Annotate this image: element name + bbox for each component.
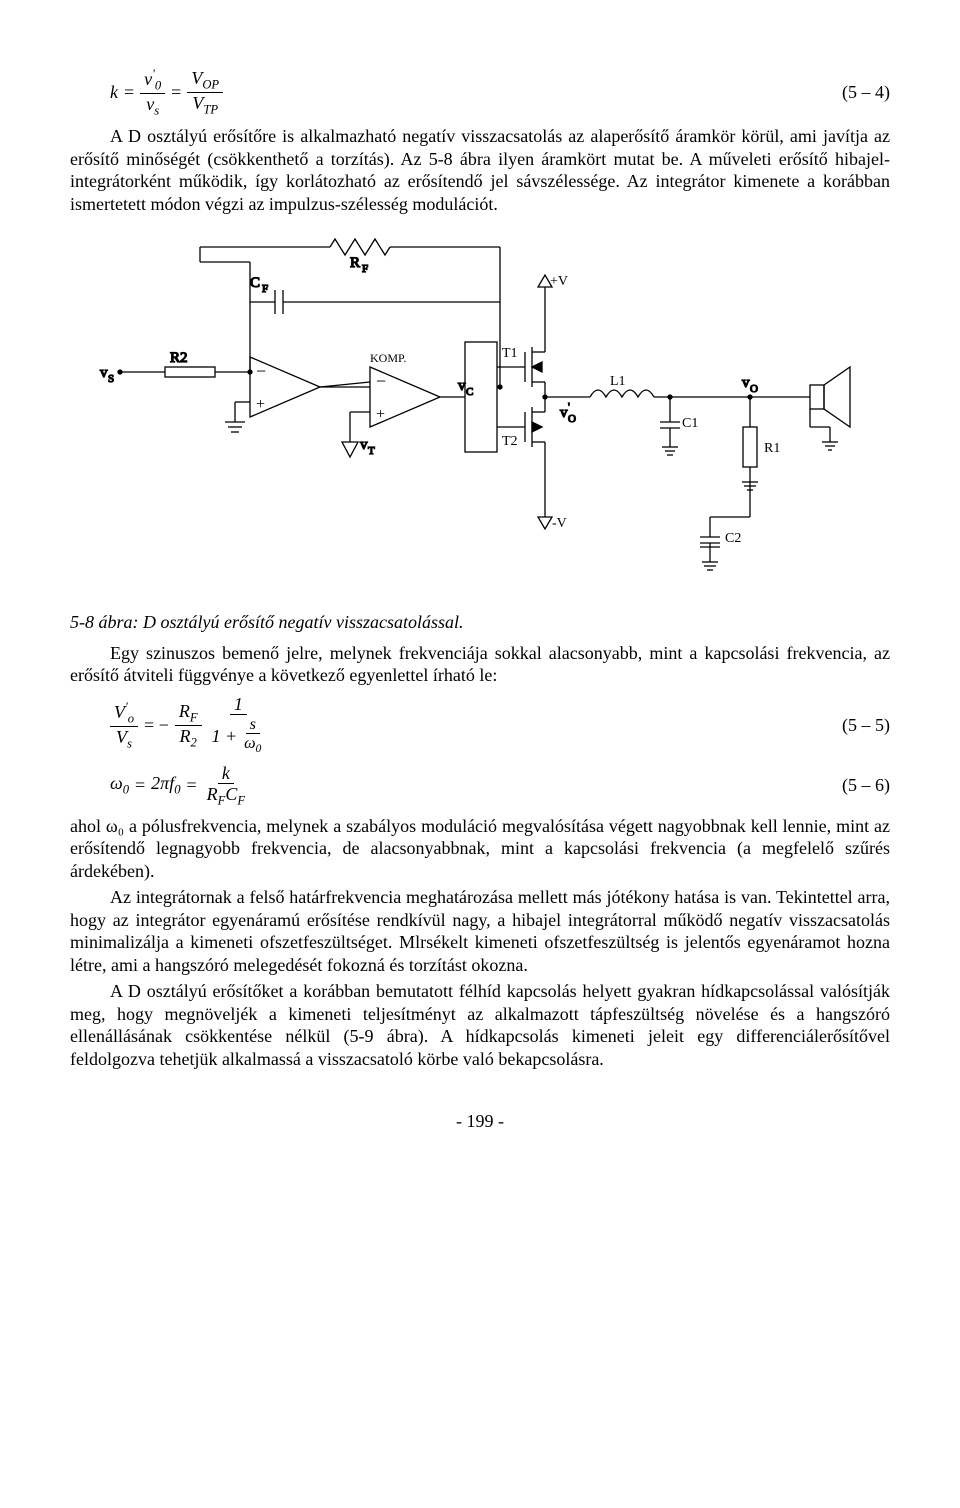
svg-text:O: O [568,413,576,425]
svg-text:': ' [568,402,570,413]
page-number: - 199 - [70,1110,890,1133]
eq54-number: (5 – 4) [842,81,890,104]
svg-text:F: F [262,283,268,295]
svg-text:−: − [256,361,266,381]
eq56-number: (5 – 6) [842,774,890,797]
svg-text:KOMP.: KOMP. [370,351,406,365]
paragraph-2: Egy szinuszos bemenő jelre, melynek frek… [70,642,890,687]
svg-text:v: v [742,375,750,391]
svg-text:R: R [350,255,360,271]
paragraph-5: A D osztályú erősítőket a korábban bemut… [70,980,890,1070]
figure-5-8: v S R2 − + C F [70,227,890,597]
svg-text:v: v [360,437,368,453]
svg-text:F: F [362,263,368,275]
svg-text:+: + [256,396,265,413]
svg-text:v: v [100,365,108,381]
svg-text:T: T [368,445,375,457]
equation-5-6: ω0 = 2πf0 = k RFCF (5 – 6) [70,764,890,807]
svg-text:+: + [376,406,385,423]
svg-text:−: − [376,371,386,391]
eq54-k: k [110,81,118,104]
figure-caption: 5-8 ábra: D osztályú erősítő negatív vis… [70,611,890,634]
svg-text:R2: R2 [170,350,188,366]
eq54-body: k = v'0 vs = VOP VTP [70,68,223,117]
svg-text:C: C [466,386,473,398]
svg-text:R1: R1 [764,441,780,456]
equation-5-4: k = v'0 vs = VOP VTP (5 – 4) [70,68,890,117]
svg-text:S: S [108,373,114,385]
svg-text:O: O [750,383,758,395]
paragraph-3: ahol ω₀ a pólusfrekvencia, melynek a sza… [70,815,890,883]
paragraph-4: Az integrátornak a felső határfrekvencia… [70,886,890,976]
paragraph-1: A D osztályú erősítőre is alkalmazható n… [70,125,890,215]
svg-text:+V: +V [550,274,568,289]
svg-text:C: C [250,275,260,291]
svg-text:-V: -V [552,516,567,531]
svg-text:C1: C1 [682,416,698,431]
svg-text:C2: C2 [725,531,741,546]
svg-text:T2: T2 [502,434,518,449]
equation-5-5: V'o Vs = − RF R2 1 1 + s ω0 (5 – 5) [70,695,890,756]
svg-text:L1: L1 [610,374,626,389]
eq55-number: (5 – 5) [842,714,890,737]
svg-text:v: v [560,405,568,421]
svg-text:T1: T1 [502,346,518,361]
